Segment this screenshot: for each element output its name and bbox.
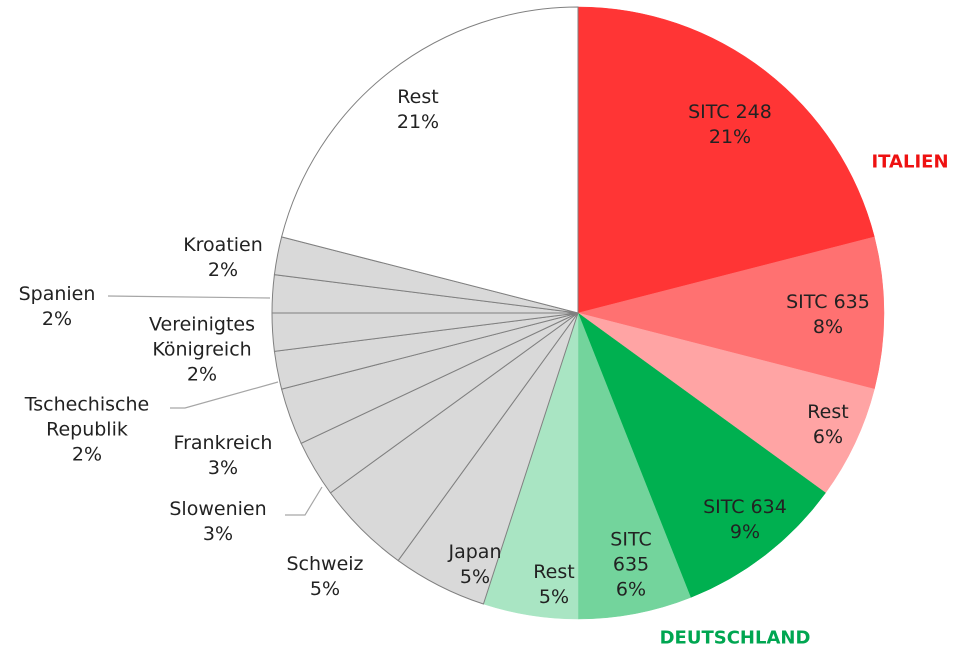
category-label: Rest (807, 401, 849, 423)
category-label: Rest (397, 86, 439, 108)
leader-line (170, 381, 279, 409)
slice-label: Spanien 2% (0, 282, 157, 332)
value-label: 6% (615, 578, 647, 601)
value-label: 21% (708, 126, 752, 148)
group-annotation: DEUTSCHLAND (659, 627, 811, 649)
pie-slice (577, 6, 875, 314)
category-label: Spanien (18, 283, 96, 305)
pie-slice (577, 236, 885, 390)
slice-label: Kroatien 2% (123, 233, 323, 283)
category-label: SITC 635 (610, 528, 652, 576)
slice-label: Japan 5% (375, 540, 575, 590)
category-label: Vereinigtes Königreich (149, 313, 255, 361)
value-label: 3% (202, 523, 234, 545)
slice-label: Rest 21% (318, 85, 518, 135)
category-label: SITC 248 (688, 101, 772, 123)
value-label: 5% (538, 586, 570, 608)
value-label: 2% (71, 443, 103, 466)
value-label: 6% (812, 426, 844, 448)
value-label: 2% (207, 259, 239, 281)
category-label: SITC 634 (703, 496, 787, 518)
category-label: Rest (533, 561, 575, 583)
slice-label: Frankreich 3% (123, 431, 323, 481)
category-label: Slowenien (169, 498, 267, 520)
slice-label: Tschechische Republik 2% (12, 393, 162, 468)
pie-slice (577, 312, 826, 598)
slice-label: Rest 5% (454, 560, 654, 610)
value-label: 5% (309, 578, 341, 600)
slice-label: Slowenien 3% (118, 497, 318, 547)
category-label: Kroatien (183, 234, 263, 256)
group-annotation: ITALIEN (871, 151, 949, 173)
leader-line (285, 486, 323, 516)
slice-label: SITC 635 8% (728, 290, 928, 340)
value-label: 2% (41, 308, 73, 330)
category-label: Japan (448, 541, 502, 563)
value-label: 3% (207, 457, 239, 479)
slice-label: SITC 635 6% (601, 528, 661, 603)
value-label: 21% (396, 111, 440, 133)
slice-label: Schweiz 5% (225, 552, 425, 602)
value-label: 8% (812, 316, 844, 338)
pie-slice (281, 6, 579, 314)
category-label: SITC 635 (786, 291, 870, 313)
leader-line (107, 295, 271, 299)
category-label: Tschechische Republik (24, 393, 150, 441)
category-label: Schweiz (286, 553, 364, 575)
slice-label: SITC 248 21% (630, 100, 830, 150)
value-label: 9% (729, 521, 761, 543)
slice-label: Vereinigtes Königreich 2% (132, 313, 272, 388)
slice-label: Rest 6% (728, 400, 928, 450)
value-label: 5% (459, 566, 491, 588)
slice-label: SITC 634 9% (645, 495, 845, 545)
category-label: Frankreich (173, 432, 273, 454)
value-label: 2% (186, 363, 218, 386)
